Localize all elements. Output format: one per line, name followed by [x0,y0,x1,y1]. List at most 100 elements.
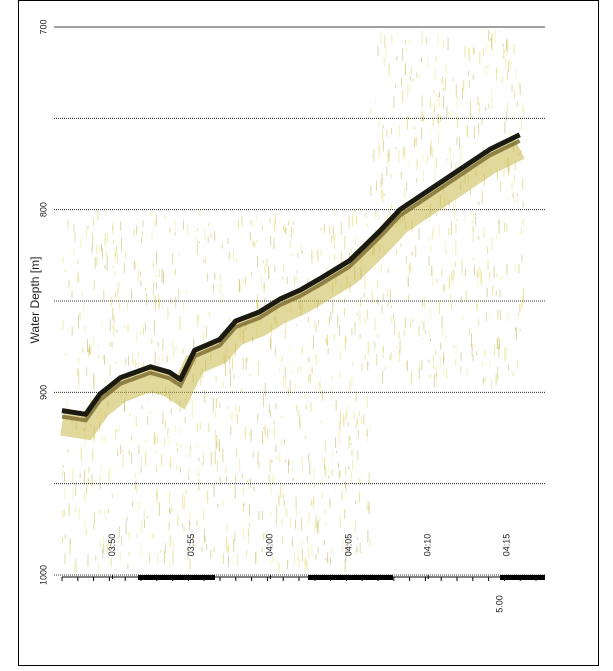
speckle [131,289,132,300]
speckle [496,338,498,349]
speckle [455,347,457,354]
speckle [462,87,463,100]
speckle [196,238,198,244]
speckle [230,375,232,387]
speckle [140,272,141,276]
speckle [416,159,418,170]
speckle [428,256,430,267]
speckle [323,224,325,233]
speckle [83,302,85,313]
speckle [473,126,475,139]
speckle [334,254,336,260]
speckle [77,368,79,376]
speckle [232,357,233,370]
speckle [136,533,138,538]
speckle [349,283,351,293]
speckle [317,546,319,554]
speckle [308,374,310,383]
speckle [228,252,230,260]
speckle [319,516,321,522]
speckle [509,164,510,174]
speckle [106,256,108,271]
speckle [75,483,77,496]
speckle [381,173,383,185]
speckle [275,444,277,453]
speckle [120,535,122,546]
speckle [382,355,384,358]
speckle [437,95,439,109]
speckle [62,470,64,477]
speckle [436,278,438,284]
speckle [354,321,356,335]
speckle [108,470,110,485]
speckle [67,451,69,455]
speckle [407,84,409,98]
speckle [75,508,77,512]
speckle [286,508,288,517]
speckle [351,327,353,336]
speckle [113,314,115,323]
speckle [380,31,382,44]
speckle [418,73,420,80]
speckle [253,486,255,491]
speckle [503,163,505,176]
speckle [118,525,120,538]
speckle [214,450,216,465]
speckle [390,352,392,361]
speckle [455,359,457,366]
speckle [204,256,206,265]
speckle [269,459,271,472]
speckle [111,225,113,230]
speckle [292,361,294,365]
speckle [333,334,335,341]
speckle [442,327,444,337]
speckle [371,291,373,304]
speckle [421,30,423,45]
speckle [93,435,94,443]
speckle [278,495,280,505]
speckle [492,46,494,58]
speckle [285,321,287,332]
speckle [116,329,118,333]
echo-halo [60,138,525,441]
speckle [223,500,225,506]
speckle [247,480,248,483]
speckle [451,265,453,268]
speckle [358,411,360,417]
speckle [284,459,286,463]
speckle [118,424,120,433]
speckle [154,320,155,335]
speckle [468,47,470,61]
frame [18,0,599,666]
speckle [327,467,329,472]
speckle [329,225,331,235]
speckle [487,246,489,254]
speckle [294,276,296,286]
speckle [399,341,401,354]
speckle [408,295,410,301]
speckle [247,528,249,537]
speckle [499,30,501,33]
speckle [301,540,303,552]
speckle [158,355,160,366]
speckle [342,537,344,550]
speckle [455,162,457,173]
speckle [102,248,103,260]
speckle [378,117,380,127]
speckle [256,240,258,243]
speckle [105,379,107,384]
speckle [284,222,285,233]
speckle [472,233,474,242]
speckle [300,517,302,531]
speckle [183,220,184,230]
speckle [175,268,176,276]
speckle [244,276,246,286]
speckle [67,400,69,409]
speckle [339,411,341,425]
speckle [62,395,63,398]
speckle [133,228,135,237]
speckle [419,362,421,371]
speckle [418,227,420,240]
speckle [109,466,111,479]
speckle [93,337,95,345]
